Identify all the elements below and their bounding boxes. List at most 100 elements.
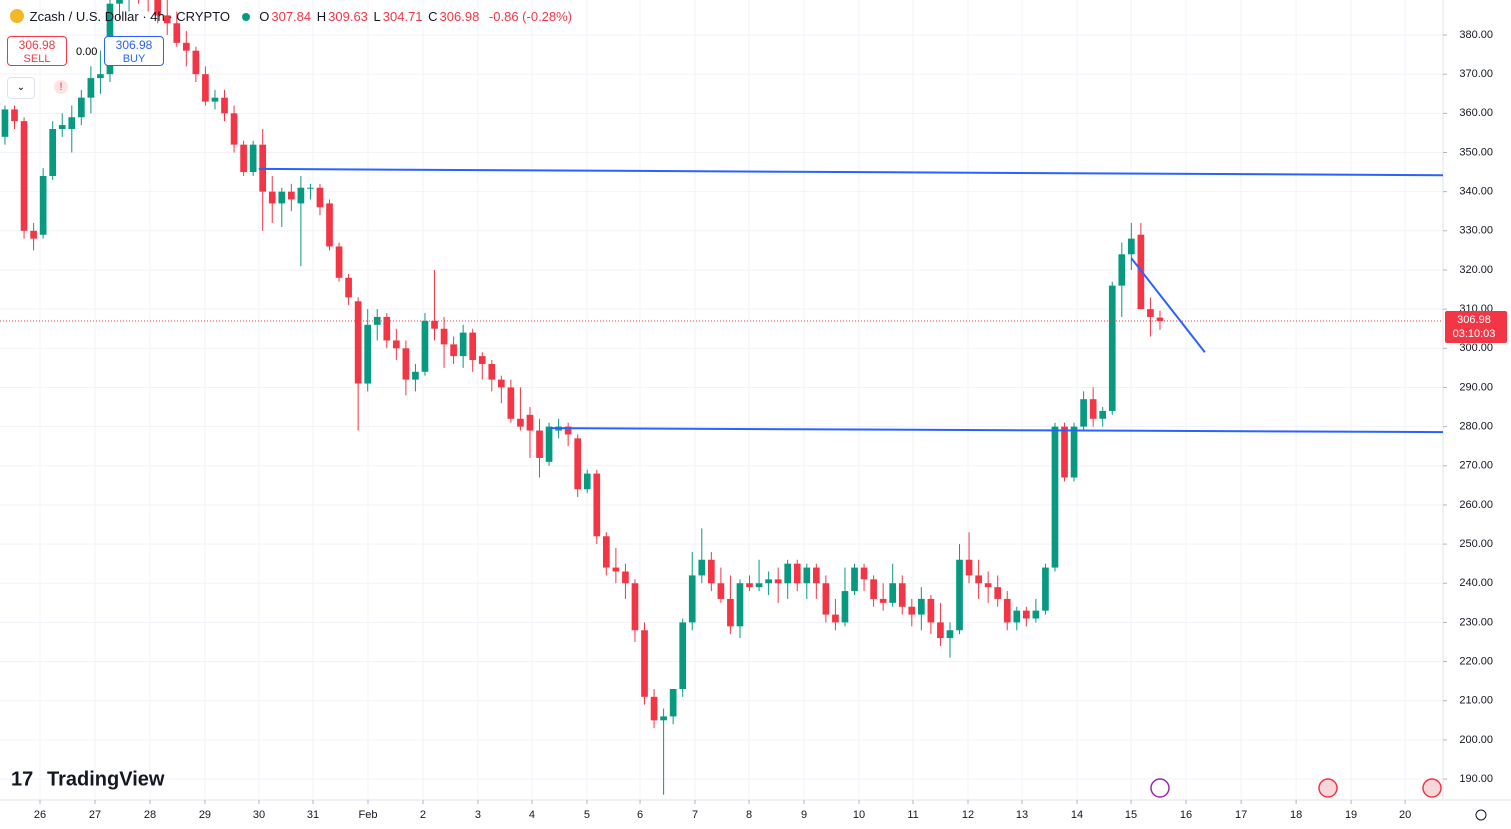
candle-body — [593, 473, 601, 537]
candle-body — [431, 320, 438, 329]
event-icon[interactable] — [1318, 778, 1338, 798]
candle-body — [221, 97, 228, 114]
candle-body — [1051, 426, 1059, 568]
candle-body — [574, 438, 582, 490]
x-tick-label: 4 — [529, 809, 535, 821]
candle-body — [1022, 610, 1030, 619]
candle-body — [898, 583, 906, 607]
x-tick-label: Feb — [358, 809, 377, 821]
candle-body — [1042, 567, 1049, 611]
candle-body — [39, 175, 47, 235]
event-icon[interactable] — [1422, 778, 1442, 798]
candle-body — [688, 575, 696, 623]
candle-body — [30, 230, 37, 239]
x-tick-label: 30 — [253, 809, 265, 821]
y-tick-label: 360.00 — [1459, 107, 1493, 119]
candle-body — [774, 579, 782, 584]
candle-body — [478, 356, 486, 364]
x-tick-label: 9 — [801, 809, 807, 821]
event-icon[interactable] — [1150, 778, 1170, 798]
candle-body — [727, 598, 734, 627]
candle-body — [984, 583, 992, 588]
candle-body — [1108, 285, 1116, 411]
candle-body — [517, 418, 524, 427]
ohlc-value: 304.71 — [382, 9, 423, 24]
candle-body — [975, 575, 982, 584]
buy-button[interactable]: 306.98 BUY — [104, 36, 164, 66]
candle-body — [736, 583, 744, 627]
candle-body — [77, 97, 85, 118]
y-tick-label: 250.00 — [1459, 538, 1493, 550]
candle-body — [994, 587, 1002, 599]
candle-body — [1089, 399, 1097, 419]
x-tick-label: 31 — [307, 809, 319, 821]
symbol: Zcash / U.S. Dollar · 4h · CRYPTO — [29, 9, 230, 24]
candle-body — [173, 23, 181, 43]
sell-label: SELL — [23, 53, 51, 65]
candle-body — [965, 559, 973, 576]
y-tick-label: 240.00 — [1459, 577, 1493, 589]
buy-label: BUY — [122, 53, 146, 65]
x-tick-label: 6 — [637, 809, 643, 821]
candle-body — [1127, 238, 1135, 255]
candle-body — [402, 348, 410, 380]
candle-body — [631, 583, 639, 631]
collapse-button[interactable]: ⌄ — [7, 77, 35, 99]
candle-body — [154, 0, 162, 16]
y-tick-label: 220.00 — [1459, 655, 1493, 667]
candle-body — [68, 117, 76, 129]
grid — [0, 0, 1443, 800]
x-tick-label: 16 — [1180, 809, 1192, 821]
candle-body — [488, 363, 496, 380]
y-tick-label: 350.00 — [1459, 146, 1493, 158]
sell-price: 306.98 — [18, 38, 56, 52]
candle-body — [450, 344, 457, 357]
brand-icon: 17 — [11, 768, 33, 790]
candle-body — [202, 74, 209, 102]
candle-body — [58, 125, 66, 129]
candle-body — [793, 563, 801, 584]
candle-body — [851, 567, 858, 592]
candle-body — [660, 716, 667, 721]
candle-body — [1003, 598, 1011, 623]
alert-icon[interactable]: ! — [54, 80, 68, 94]
x-tick-label: 5 — [584, 809, 590, 821]
y-tick-label: 320.00 — [1459, 264, 1493, 276]
candle-body — [11, 109, 18, 122]
y-tick-label: 340.00 — [1459, 186, 1493, 198]
candle-body — [755, 583, 763, 588]
candle-body — [1, 109, 9, 137]
buy-price: 306.98 — [115, 38, 153, 52]
candle-body — [182, 42, 190, 51]
candle-body — [1013, 610, 1021, 623]
x-tick-label: 20 — [1399, 809, 1411, 821]
candle-body — [230, 113, 238, 145]
plot-area — [0, 0, 1443, 795]
sell-button[interactable]: 306.98 SELL — [7, 36, 67, 66]
x-tick-label: 27 — [89, 809, 101, 821]
candle-body — [564, 426, 572, 435]
candle-body — [927, 598, 935, 623]
candle-body — [669, 688, 677, 717]
candle-body — [870, 579, 877, 599]
candle-body — [822, 583, 830, 615]
y-tick-label: 230.00 — [1459, 616, 1493, 628]
y-tick-label: 210.00 — [1459, 695, 1493, 707]
settings-icon[interactable] — [1475, 809, 1487, 821]
y-tick-label: 330.00 — [1459, 225, 1493, 237]
candle-body — [20, 121, 28, 231]
candle-body — [116, 0, 123, 4]
trend-line — [550, 427, 1443, 434]
candle-body — [879, 598, 887, 603]
candle-body — [1061, 426, 1068, 478]
candle-body — [307, 187, 314, 189]
candle-body — [717, 583, 725, 599]
candle-body — [1099, 410, 1107, 419]
y-tick-label: 380.00 — [1459, 29, 1493, 41]
candle-body — [641, 630, 648, 697]
candle-body — [392, 340, 400, 349]
status-dot — [241, 13, 250, 21]
x-tick-label: 11 — [907, 809, 918, 821]
y-tick-label: 290.00 — [1459, 381, 1493, 393]
x-tick-label: 18 — [1290, 809, 1302, 821]
